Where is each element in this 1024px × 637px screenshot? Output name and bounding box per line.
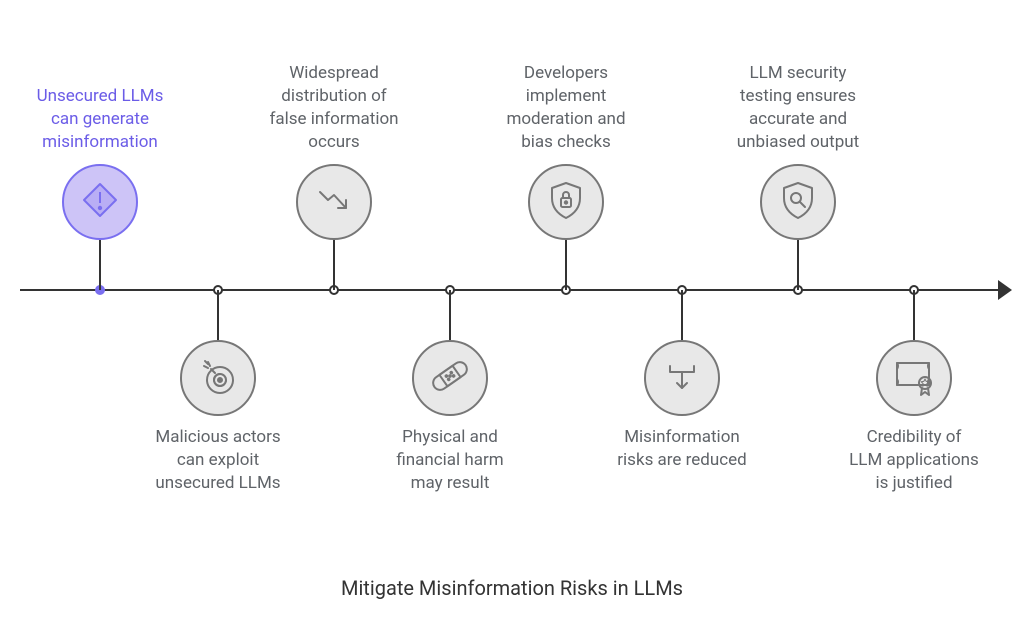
downtrend-icon: [312, 178, 356, 226]
timeline-diagram: Unsecured LLMs can generate misinformati…: [0, 0, 1024, 637]
timeline-connector: [565, 240, 567, 290]
timeline-connector: [913, 290, 915, 340]
timeline-connector: [99, 240, 101, 290]
merge-down-icon: [660, 354, 704, 402]
timeline-icon-circle: [62, 164, 138, 240]
timeline-icon-circle: [876, 340, 952, 416]
timeline-node-label: Credibility of LLM applications is justi…: [848, 426, 980, 495]
timeline-icon-circle: [644, 340, 720, 416]
diagram-title: Mitigate Misinformation Risks in LLMs: [212, 576, 812, 600]
timeline-icon-circle: [412, 340, 488, 416]
bandage-icon: [425, 351, 475, 405]
bomb-at-icon: [194, 352, 242, 404]
timeline-axis: [20, 289, 1000, 291]
timeline-node-label: Malicious actors can exploit unsecured L…: [152, 426, 284, 495]
timeline-node-label: LLM security testing ensures accurate an…: [732, 62, 864, 154]
timeline-connector: [217, 290, 219, 340]
shield-search-icon: [776, 178, 820, 226]
timeline-node-label: Unsecured LLMs can generate misinformati…: [34, 85, 166, 154]
timeline-connector: [681, 290, 683, 340]
certificate-icon: [889, 351, 939, 405]
timeline-node-label: Developers implement moderation and bias…: [500, 62, 632, 154]
timeline-icon-circle: [760, 164, 836, 240]
timeline-node-label: Physical and financial harm may result: [384, 426, 516, 495]
timeline-node-label: Misinformation risks are reduced: [616, 426, 748, 472]
timeline-connector: [333, 240, 335, 290]
shield-lock-icon: [544, 178, 588, 226]
timeline-connector: [797, 240, 799, 290]
timeline-icon-circle: [180, 340, 256, 416]
timeline-node-label: Widespread distribution of false informa…: [268, 62, 400, 154]
timeline-icon-circle: [296, 164, 372, 240]
warning-diamond-icon: [78, 178, 122, 226]
timeline-arrowhead: [998, 280, 1012, 300]
timeline-connector: [449, 290, 451, 340]
timeline-icon-circle: [528, 164, 604, 240]
